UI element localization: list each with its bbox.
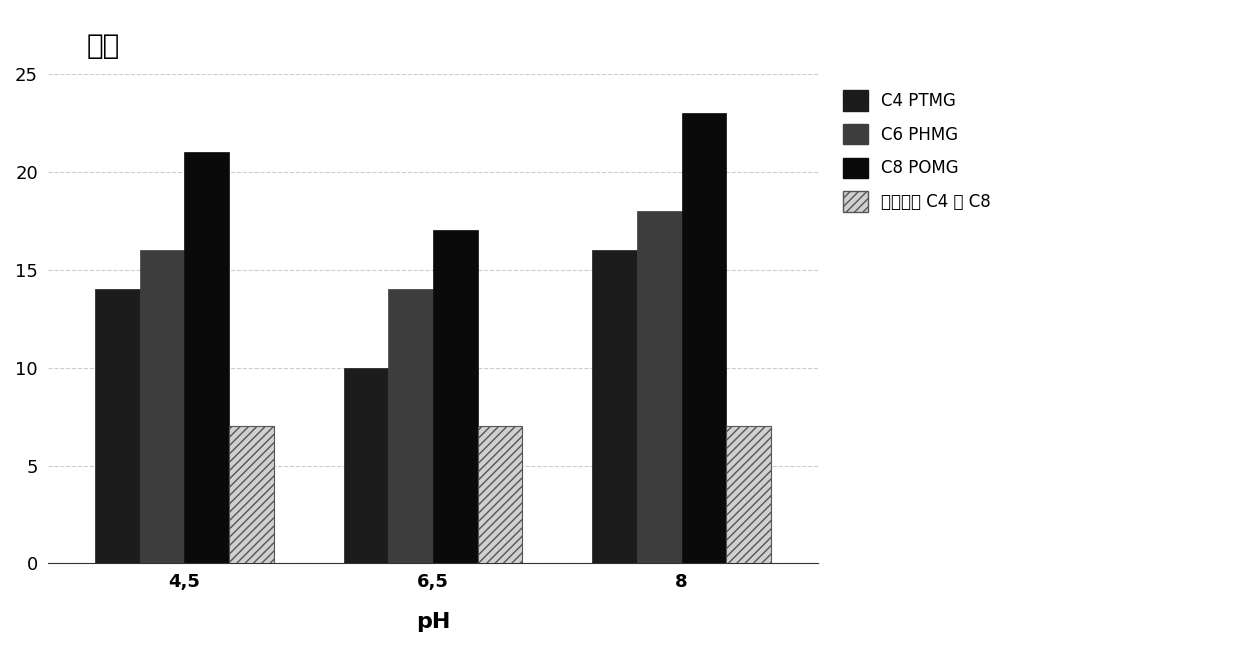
Bar	[637, 211, 681, 564]
Bar	[229, 426, 274, 564]
Bar	[681, 113, 726, 564]
Bar	[432, 230, 478, 564]
Bar	[140, 250, 185, 564]
Legend: C4 PTMG, C6 PHMG, C8 POMG, 天数差异 C4 至 C8: C4 PTMG, C6 PHMG, C8 POMG, 天数差异 C4 至 C8	[834, 82, 999, 220]
X-axis label: pH: pH	[416, 612, 450, 632]
Bar	[726, 426, 771, 564]
Bar	[95, 289, 140, 564]
Bar	[185, 152, 229, 564]
Bar	[478, 426, 523, 564]
Bar	[343, 367, 388, 564]
Bar	[592, 250, 637, 564]
Text: 天数: 天数	[87, 32, 120, 60]
Bar	[388, 289, 432, 564]
